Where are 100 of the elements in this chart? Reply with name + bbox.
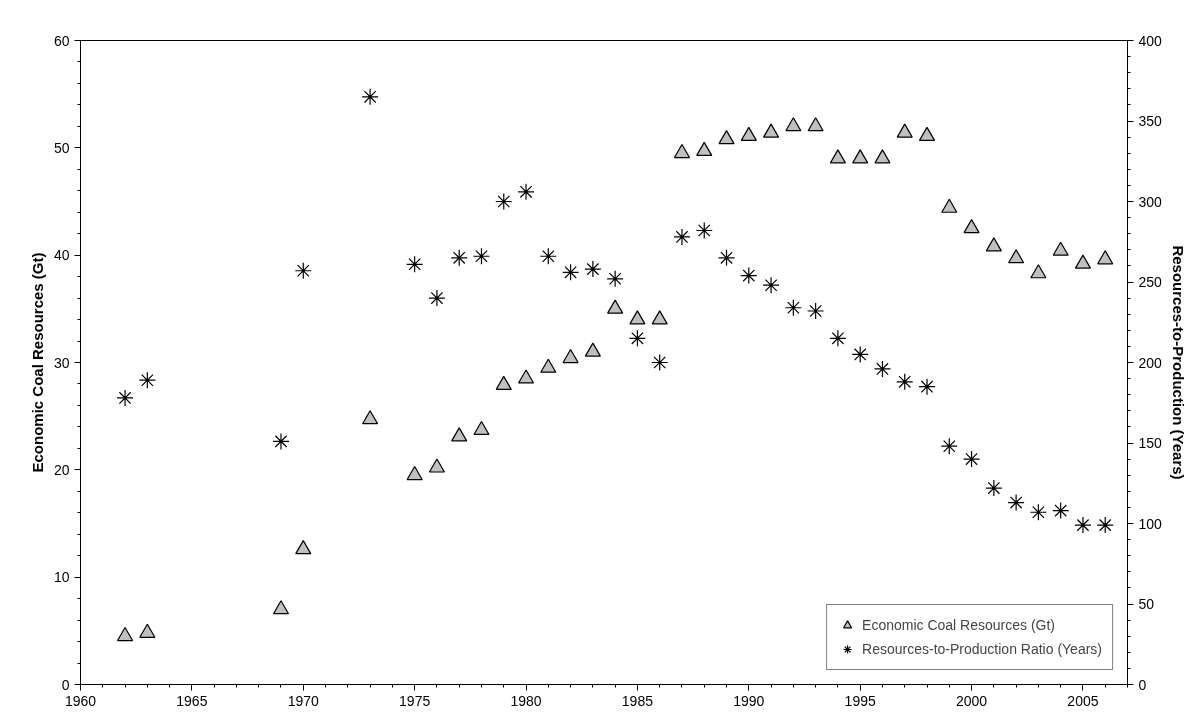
x-tick-label: 1980 [510,692,542,709]
y2-tick-label: 350 [1138,113,1163,129]
x-tick-label: 1970 [287,692,320,709]
point [718,129,735,145]
point [807,302,825,320]
point [517,183,535,201]
point [1096,516,1114,534]
point [562,348,579,364]
point [406,465,423,481]
point [873,360,892,378]
legend-label: Resources-to-Production Ratio (Years) [862,641,1102,657]
point [962,450,981,468]
point [584,260,602,278]
x-tick-label: 1960 [64,692,97,709]
point [1097,250,1114,265]
x-tick-label: 1985 [621,692,654,709]
point [651,353,669,372]
y-tick-label: 30 [53,354,70,371]
point [495,192,513,211]
y-tick-label: 20 [53,461,70,478]
point [695,221,713,240]
y2-tick-label: 250 [1138,274,1163,290]
y2-tick-label: 400 [1138,32,1163,49]
point [517,369,535,384]
point [139,623,156,638]
point [561,263,580,281]
x-tick-label: 1965 [176,692,208,709]
point [606,270,624,288]
x-tick-label: 1995 [844,692,876,709]
point [428,458,446,473]
point [673,228,691,246]
y-tick-label: 10 [53,569,70,586]
point [361,88,379,106]
point [540,358,557,373]
point [294,262,312,280]
point [673,143,691,159]
point [851,345,869,364]
point [896,123,913,138]
point [450,249,468,267]
point [628,329,647,347]
y2-axis-title: Resources-to-Production (Years) [1169,245,1187,480]
point [1052,241,1069,256]
point [116,626,134,642]
y2-tick-label: 200 [1138,354,1163,371]
point [985,237,1002,252]
y2-tick-label: 150 [1138,435,1163,451]
point [985,479,1003,497]
point [696,141,713,156]
point [740,126,757,141]
y2-tick-label: 0 [1138,676,1147,693]
point [295,540,312,555]
point [1030,264,1047,279]
point [807,117,824,132]
point [918,378,936,396]
point [428,289,446,307]
y2-tick-label: 50 [1138,596,1155,612]
y-tick-label: 0 [61,676,70,693]
y-tick-label: 60 [53,32,70,49]
point [629,310,646,325]
y-tick-label: 40 [53,247,70,264]
point [1074,516,1092,534]
point [272,600,290,615]
x-tick-label: 1975 [399,692,431,709]
point [785,117,802,132]
point [1052,502,1070,520]
point [1074,254,1092,269]
point [963,219,980,234]
y2-tick-label: 100 [1138,515,1163,532]
point [829,329,847,347]
y-axis-title: Economic Coal Resources (Gt) [28,252,46,473]
point [473,420,490,436]
legend-label: Economic Coal Resources (Gt) [862,617,1056,633]
point [406,255,424,273]
point [762,123,780,138]
point [896,373,914,391]
point [1029,503,1047,521]
point [762,276,780,294]
x-tick-label: 2005 [1067,692,1099,709]
point [272,432,290,450]
point [1008,249,1025,264]
point [852,149,869,164]
point [918,126,936,141]
x-tick-label: 1990 [733,692,765,709]
y-tick-label: 50 [53,139,70,156]
point [784,299,802,317]
point [940,437,958,455]
point [138,371,156,389]
point [472,247,491,265]
point [116,389,134,407]
point [874,149,891,164]
point [495,375,512,390]
point [829,149,846,164]
point [740,266,758,285]
point [362,410,379,425]
point [717,249,736,267]
x-tick-label: 2000 [955,692,988,709]
point [539,247,557,265]
point [1007,493,1025,512]
point [607,299,624,314]
point [651,310,668,325]
